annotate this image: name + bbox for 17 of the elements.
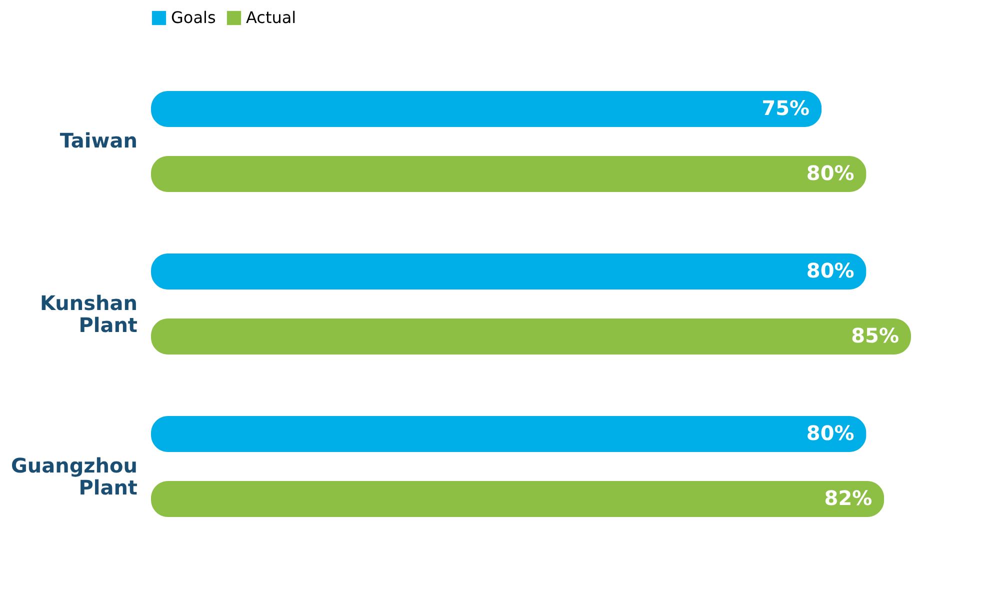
y-tick-label: Kunshan Plant [40,291,138,337]
data-label: 85% [851,324,899,348]
bar [151,254,866,290]
data-label: 80% [806,161,854,185]
bar [151,156,866,192]
y-tick-label: Guangzhou Plant [10,454,138,500]
data-label: 82% [824,486,872,510]
data-label: 75% [762,96,810,120]
bar [151,416,866,452]
bar [151,91,822,127]
data-label: 80% [806,258,854,282]
bar [151,481,884,517]
y-tick-label: Taiwan [60,128,138,152]
bar [151,318,911,354]
legend-label: Actual [246,8,296,27]
data-label: 80% [806,421,854,445]
legend-label: Goals [171,8,216,27]
